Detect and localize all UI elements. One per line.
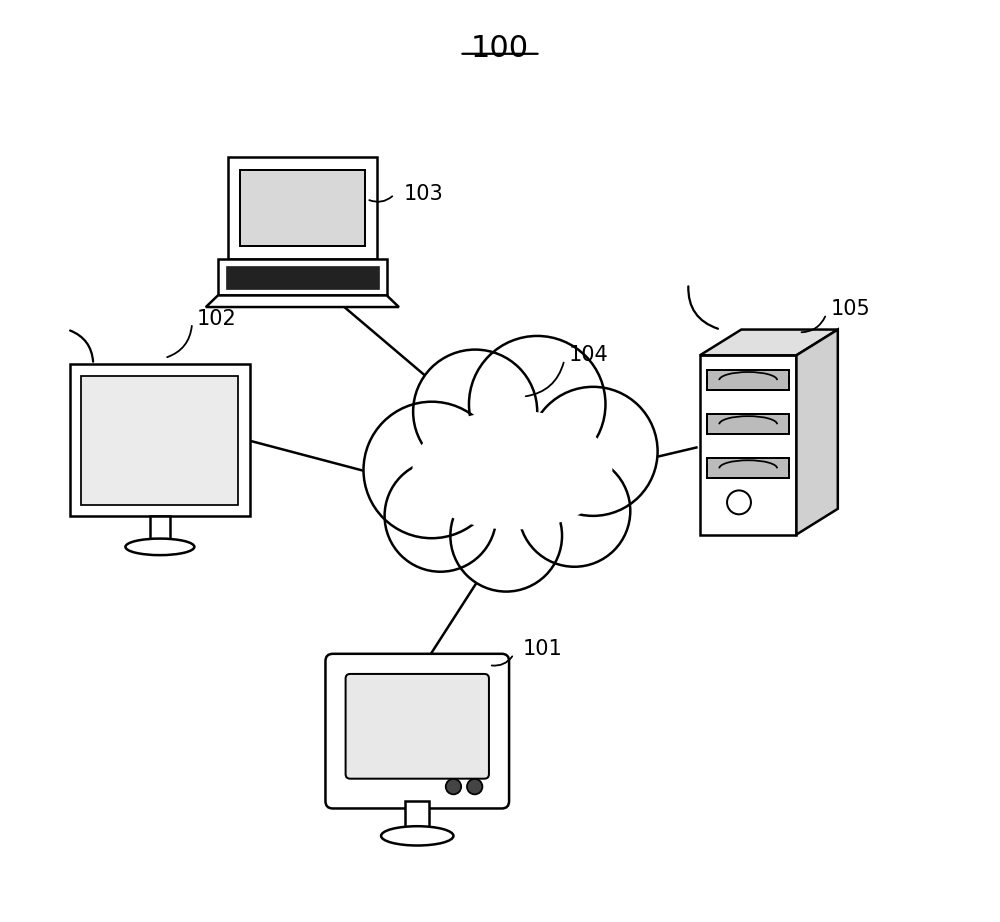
FancyBboxPatch shape bbox=[707, 458, 789, 479]
Text: 103: 103 bbox=[403, 184, 443, 205]
Circle shape bbox=[450, 479, 562, 592]
FancyArrowPatch shape bbox=[802, 316, 825, 332]
Polygon shape bbox=[700, 329, 838, 355]
FancyBboxPatch shape bbox=[325, 654, 509, 809]
FancyBboxPatch shape bbox=[405, 801, 429, 830]
Text: 100: 100 bbox=[471, 33, 529, 63]
Circle shape bbox=[446, 779, 461, 795]
Ellipse shape bbox=[413, 411, 612, 529]
Text: 102: 102 bbox=[197, 309, 236, 328]
FancyArrowPatch shape bbox=[688, 287, 718, 329]
FancyBboxPatch shape bbox=[228, 158, 377, 259]
Text: 105: 105 bbox=[831, 300, 871, 319]
FancyBboxPatch shape bbox=[707, 370, 789, 390]
Circle shape bbox=[385, 460, 496, 572]
FancyBboxPatch shape bbox=[70, 364, 250, 516]
Circle shape bbox=[519, 455, 630, 567]
FancyArrowPatch shape bbox=[369, 196, 392, 202]
FancyArrowPatch shape bbox=[167, 325, 192, 357]
FancyArrowPatch shape bbox=[70, 330, 93, 361]
FancyArrowPatch shape bbox=[526, 362, 564, 396]
FancyBboxPatch shape bbox=[226, 266, 379, 289]
Text: 101: 101 bbox=[523, 640, 563, 659]
FancyBboxPatch shape bbox=[707, 414, 789, 434]
FancyBboxPatch shape bbox=[218, 259, 387, 295]
FancyBboxPatch shape bbox=[346, 674, 489, 779]
Circle shape bbox=[529, 387, 658, 516]
Text: 104: 104 bbox=[569, 346, 609, 365]
Circle shape bbox=[413, 349, 537, 474]
FancyBboxPatch shape bbox=[240, 170, 365, 246]
FancyArrowPatch shape bbox=[492, 656, 512, 666]
Circle shape bbox=[469, 336, 605, 472]
FancyBboxPatch shape bbox=[700, 355, 796, 535]
Polygon shape bbox=[206, 295, 399, 307]
FancyBboxPatch shape bbox=[81, 375, 238, 505]
Circle shape bbox=[467, 779, 482, 795]
Ellipse shape bbox=[381, 826, 453, 845]
FancyBboxPatch shape bbox=[150, 516, 170, 542]
Circle shape bbox=[363, 402, 500, 538]
Polygon shape bbox=[796, 329, 838, 535]
Ellipse shape bbox=[125, 538, 194, 555]
Circle shape bbox=[727, 491, 751, 514]
